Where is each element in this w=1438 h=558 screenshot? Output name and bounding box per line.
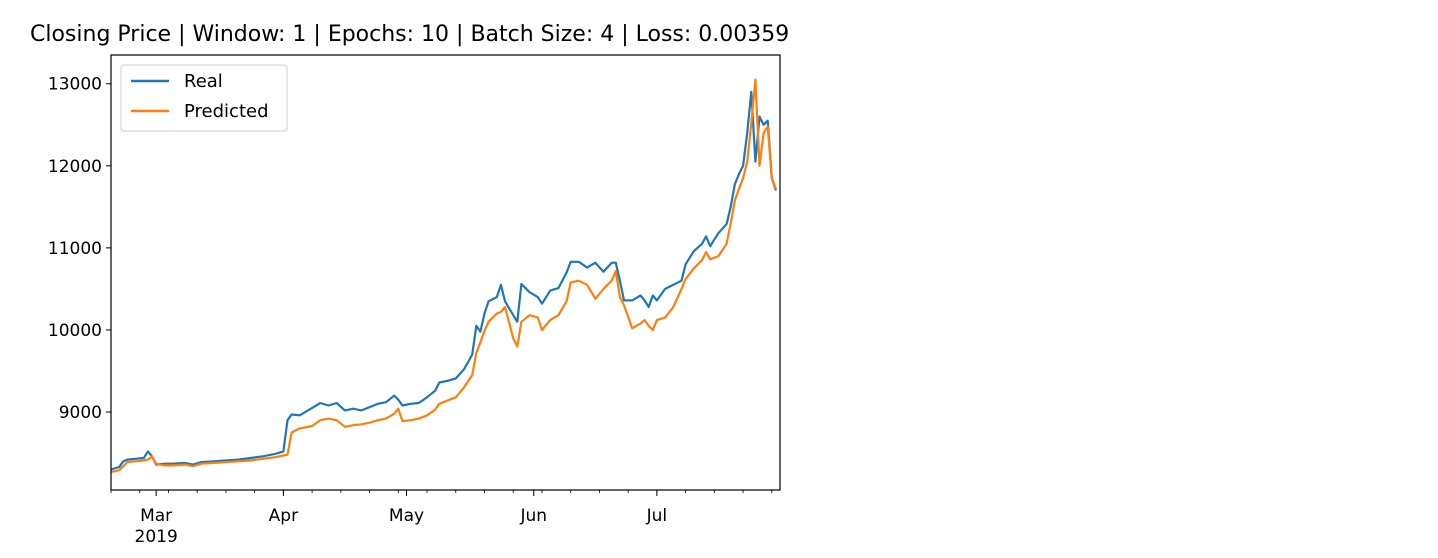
legend-label-predicted: Predicted [184, 101, 269, 122]
legend: Real Predicted [120, 64, 288, 132]
x-tick-label: May [389, 506, 424, 526]
series-line-predicted [110, 78, 777, 473]
chart-title: Closing Price | Window: 1 | Epochs: 10 |… [30, 22, 789, 47]
plot-area [110, 78, 777, 473]
series-line-real [110, 90, 777, 471]
y-tick-label: 11000 [48, 239, 102, 259]
x-tick-label: Apr [269, 506, 298, 526]
y-tick-label: 10000 [48, 321, 102, 341]
y-tick-label: 12000 [48, 157, 102, 177]
x-tick-label: Jul [646, 506, 668, 526]
x-tick-label: Jun [519, 506, 547, 526]
axes-frame [110, 54, 781, 491]
y-tick-label: 9000 [59, 403, 102, 423]
x-tick-label: Mar [140, 506, 172, 526]
y-tick-label: 13000 [48, 75, 102, 95]
y-axis: 9000 10000 11000 12000 13000 [48, 75, 111, 423]
x-tick-sublabel: 2019 [135, 527, 178, 547]
legend-label-real: Real [184, 71, 223, 92]
